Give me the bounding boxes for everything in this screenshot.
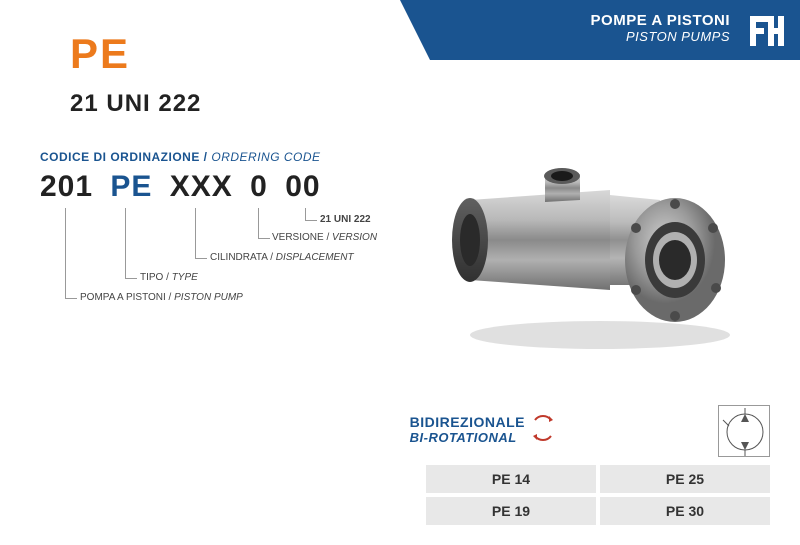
header-text: POMPE A PISTONI PISTON PUMPS [591, 12, 730, 44]
product-subcode: 21 UNI 222 [70, 90, 201, 118]
ordering-label-en: ORDERING CODE [211, 150, 320, 164]
desc-version: VERSIONE / VERSION [272, 232, 377, 243]
bidir-en: BI-ROTATIONAL [410, 430, 525, 445]
rotation-arrows-icon [531, 412, 555, 444]
ordering-code-line: 201 PE XXX 0 00 [40, 170, 420, 204]
header-title-en: PISTON PUMPS [591, 29, 730, 44]
header-title-it: POMPE A PISTONI [591, 12, 730, 29]
model-cell: PE 30 [600, 497, 770, 525]
bidirectional-label: BIDIREZIONALE BI-ROTATIONAL [410, 414, 525, 445]
model-cell: PE 14 [426, 465, 596, 493]
footer: BIDIREZIONALE BI-ROTATIONAL PE 14 PE 25 … [0, 405, 800, 545]
code-seg1: 201 [40, 170, 93, 204]
desc-type: TIPO / TYPE [140, 272, 198, 283]
ordering-tree: POMPA A PISTONI / PISTON PUMP TIPO / TYP… [40, 208, 420, 328]
desc-displacement: CILINDRATA / DISPLACEMENT [210, 252, 354, 263]
code-seg4: 0 [250, 170, 268, 204]
brand-logo-icon [746, 10, 788, 52]
desc-uni: 21 UNI 222 [320, 214, 371, 225]
model-grid: PE 14 PE 25 PE 19 PE 30 [426, 465, 770, 525]
code-seg5: 00 [285, 170, 320, 204]
code-seg3: XXX [170, 170, 233, 204]
hydraulic-symbol-icon [718, 405, 770, 457]
ordering-label-it: CODICE DI ORDINAZIONE [40, 150, 200, 164]
model-cell: PE 25 [600, 465, 770, 493]
ordering-label: CODICE DI ORDINAZIONE / ORDERING CODE [40, 150, 420, 164]
code-seg2: PE [110, 170, 152, 204]
pump-render-icon [430, 130, 750, 360]
desc-piston-pump: POMPA A PISTONI / PISTON PUMP [80, 292, 243, 303]
bidir-it: BIDIREZIONALE [410, 414, 525, 430]
model-cell: PE 19 [426, 497, 596, 525]
product-code: PE [70, 30, 130, 78]
ordering-section: CODICE DI ORDINAZIONE / ORDERING CODE 20… [40, 150, 420, 328]
